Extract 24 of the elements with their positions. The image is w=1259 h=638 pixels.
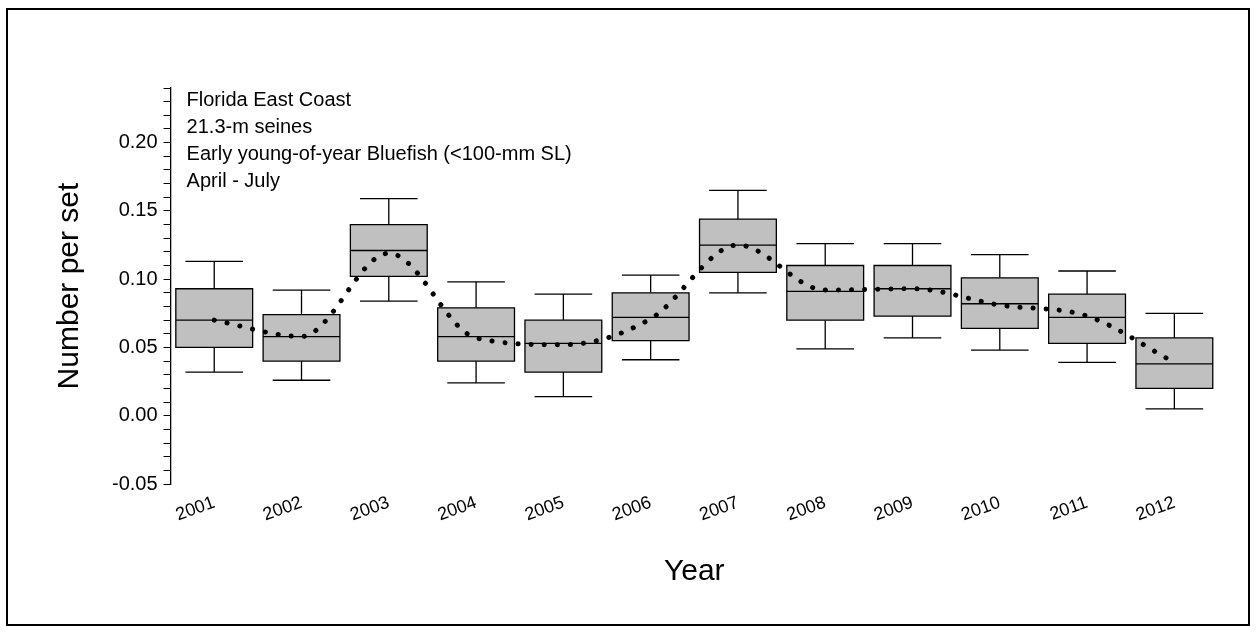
annotation: 21.3-m seines xyxy=(186,114,313,137)
y-tick-label: 0.15 xyxy=(118,198,158,221)
annotation: April - July xyxy=(186,168,280,191)
y-tick-label: -0.05 xyxy=(111,471,158,494)
x-tick-label: 2007 xyxy=(696,491,741,525)
x-tick-label: 2005 xyxy=(521,491,567,525)
y-axis-title: Number per set xyxy=(51,181,85,390)
x-tick-label: 2003 xyxy=(347,491,392,525)
y-tick-label: 0.10 xyxy=(118,266,158,289)
x-tick-label: 2008 xyxy=(783,491,829,525)
y-tick-label: 0.00 xyxy=(118,403,158,426)
x-tick-label: 2011 xyxy=(1046,491,1091,524)
annotation: Early young-of-year Bluefish (<100-mm SL) xyxy=(186,141,572,164)
x-tick-label: 2010 xyxy=(958,491,1003,525)
annotation: Florida East Coast xyxy=(186,87,352,110)
x-tick-label: 2001 xyxy=(172,491,218,525)
x-tick-label: 2002 xyxy=(260,491,305,525)
y-tick-label: 0.20 xyxy=(118,130,158,153)
x-tick-label: 2012 xyxy=(1132,491,1178,525)
y-tick-label: 0.05 xyxy=(118,334,158,357)
x-tick-label: 2009 xyxy=(871,491,916,525)
x-axis-title: Year xyxy=(663,553,725,587)
x-tick-label: 2006 xyxy=(609,491,654,525)
x-tick-label: 2004 xyxy=(434,491,480,525)
